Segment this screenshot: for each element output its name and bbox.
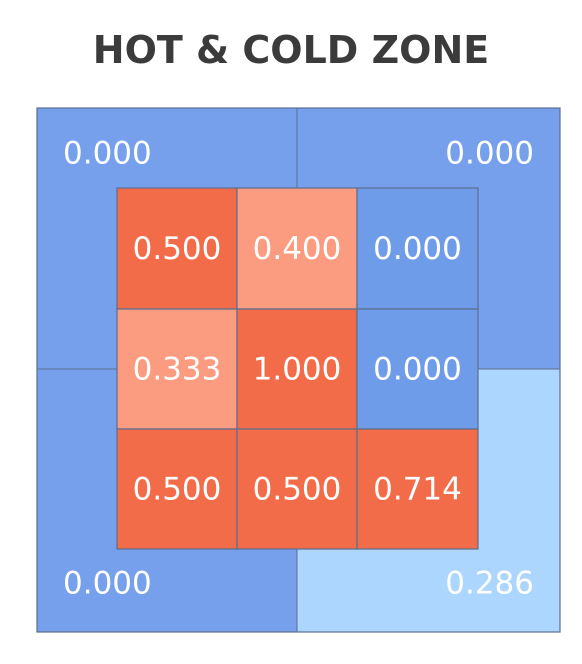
outer-label-bottom-left: 0.000 (63, 566, 152, 602)
outer-label-top-right: 0.000 (445, 136, 534, 172)
cell-label-r1-c1: 0.500 (133, 231, 222, 267)
heatmap-cell-r3-c2 (236, 428, 358, 550)
heatmap-cell-r2-c3 (356, 308, 479, 430)
heatmap-cell-r3-c3 (356, 428, 479, 550)
heatmap-cell-r2-c1 (116, 308, 238, 430)
cell-label-r3-c1: 0.500 (133, 472, 222, 508)
outer-frame (36, 107, 561, 633)
cell-label-r2-c2: 1.000 (253, 352, 342, 388)
heatmap-cell-r2-c2 (236, 308, 358, 430)
cell-label-r2-c3: 0.000 (373, 352, 462, 388)
cell-label-r1-c2: 0.400 (253, 231, 342, 267)
cell-label-r3-c3: 0.714 (373, 472, 462, 508)
heatmap-cell-r3-c1 (116, 428, 238, 550)
outer-label-top-left: 0.000 (63, 136, 152, 172)
outer-label-bottom-right: 0.286 (445, 566, 534, 602)
heatmap-cell-r1-c3 (356, 187, 479, 310)
cell-label-r2-c1: 0.333 (133, 352, 222, 388)
cell-label-r1-c3: 0.000 (373, 231, 462, 267)
cell-label-r3-c2: 0.500 (253, 472, 342, 508)
chart-title: HOT & COLD ZONE (92, 28, 490, 72)
